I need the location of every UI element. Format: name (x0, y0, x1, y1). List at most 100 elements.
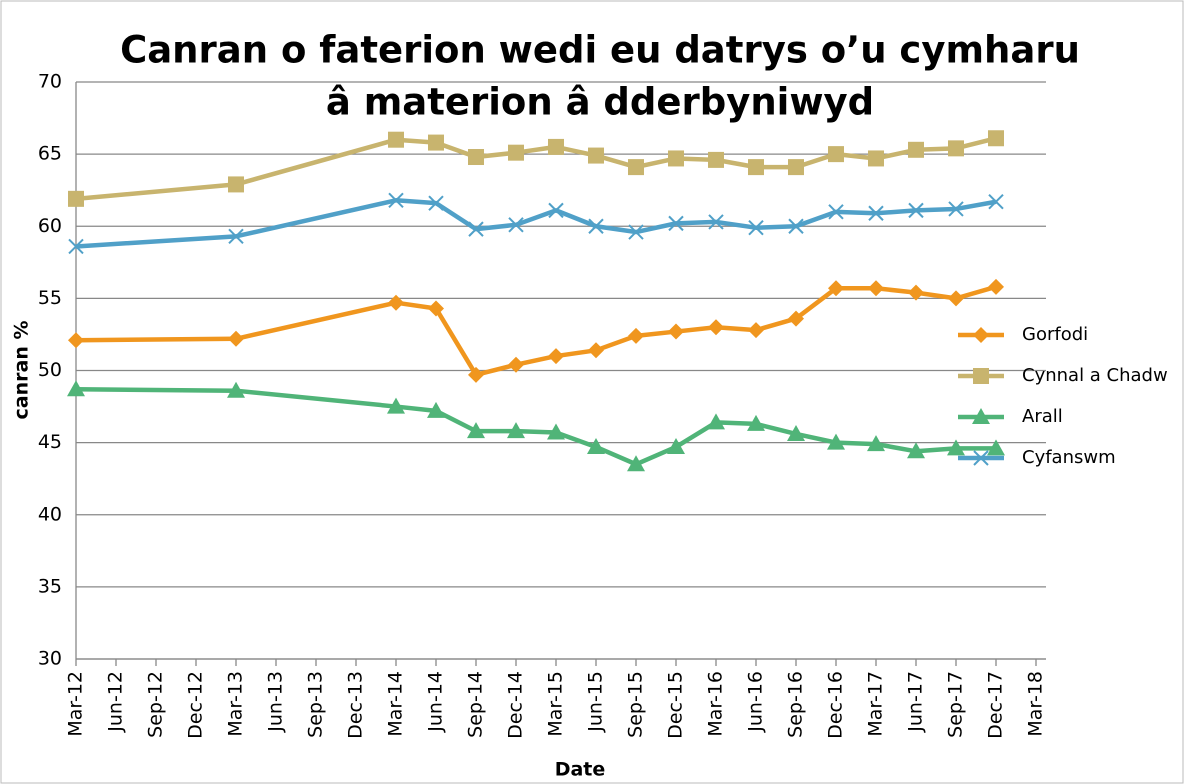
marker-stroke (748, 219, 764, 236)
marker-stroke (468, 221, 484, 237)
data-point (828, 146, 844, 163)
x-tick-label: Sep-12 (145, 671, 167, 738)
data-point (988, 130, 1004, 147)
x-tick-label: Sep-16 (785, 671, 807, 738)
marker-stroke (668, 215, 684, 232)
x-tick-label: Mar-12 (65, 671, 87, 737)
legend-label: Gorfodi (1022, 324, 1088, 345)
legend-label: Arall (1022, 406, 1063, 427)
data-point (548, 202, 564, 219)
data-point (708, 319, 724, 336)
data-point (628, 327, 644, 344)
x-tick-label: Dec-13 (345, 671, 367, 739)
data-point (867, 435, 885, 452)
data-point (668, 215, 684, 232)
data-point (467, 422, 485, 439)
x-tick-label: Dec-17 (985, 671, 1007, 739)
x-tick-label: Mar-13 (225, 671, 247, 737)
x-tick-label: Sep-17 (945, 671, 967, 738)
y-tick-label: 45 (38, 431, 62, 453)
data-point (827, 433, 845, 450)
data-point (508, 144, 524, 161)
marker-stroke (908, 202, 924, 219)
marker-stroke (828, 204, 844, 220)
data-point (628, 159, 644, 176)
y-tick-label: 40 (38, 503, 62, 525)
data-point (627, 455, 645, 472)
x-tick-label: Dec-14 (505, 671, 527, 739)
legend-label: Cyfanswm (1022, 447, 1116, 468)
data-point (947, 439, 965, 456)
data-point (708, 214, 724, 230)
data-point (868, 205, 884, 221)
data-point (788, 159, 804, 176)
x-tick-label: Jun-15 (585, 671, 607, 733)
data-point (788, 218, 804, 234)
data-point (547, 423, 565, 440)
x-tick-label: Dec-15 (665, 671, 687, 739)
data-point (828, 280, 844, 297)
data-point (588, 342, 604, 359)
data-point (468, 221, 484, 237)
x-tick-label: Jun-17 (905, 671, 927, 733)
y-tick-label: 50 (38, 359, 62, 381)
data-point (428, 195, 444, 211)
x-tick-label: Jun-13 (265, 671, 287, 733)
data-point (628, 224, 644, 240)
legend-marker (973, 368, 989, 384)
legend-marker (973, 450, 989, 466)
marker-stroke (988, 194, 1004, 210)
data-point (788, 310, 804, 327)
marker-stroke (708, 214, 724, 230)
chart-title: Canran o faterion wedi eu datrys o’u cym… (120, 29, 1080, 72)
x-tick-label: Mar-18 (1025, 671, 1047, 737)
marker-stroke (868, 205, 884, 221)
data-point (868, 280, 884, 297)
series-line (75, 387, 996, 467)
x-tick-label: Jun-16 (745, 671, 767, 733)
data-point (388, 192, 404, 208)
data-point (908, 202, 924, 219)
x-axis-label: Date (555, 759, 606, 781)
data-point (428, 134, 444, 151)
data-point (507, 422, 525, 439)
x-tick-label: Mar-15 (545, 671, 567, 737)
data-point (748, 159, 764, 176)
data-point (548, 348, 564, 365)
marker-stroke (228, 228, 244, 245)
y-axis-label: canran % (11, 321, 33, 420)
data-point (668, 323, 684, 340)
data-point (468, 149, 484, 166)
data-point (988, 278, 1004, 295)
data-point (908, 141, 924, 158)
data-point (668, 150, 684, 167)
data-point (708, 151, 724, 168)
data-point (588, 218, 604, 234)
data-point (68, 238, 84, 255)
data-point (748, 322, 764, 339)
marker-stroke (388, 192, 404, 208)
data-point (508, 217, 524, 233)
y-tick-label: 65 (38, 143, 62, 165)
data-point (948, 290, 964, 307)
marker-stroke (788, 218, 804, 234)
data-point (787, 424, 805, 441)
marker-stroke (628, 224, 644, 240)
data-point (428, 300, 444, 317)
chart-title: â materion â dderbyniwyd (326, 81, 874, 124)
y-tick-label: 30 (38, 648, 62, 670)
data-point (387, 397, 405, 414)
y-tick-label: 60 (38, 215, 62, 237)
x-tick-label: Sep-14 (465, 671, 487, 738)
x-tick-label: Mar-17 (865, 671, 887, 737)
x-tick-label: Sep-13 (305, 671, 327, 738)
data-point (667, 437, 685, 454)
data-point (388, 131, 404, 148)
x-tick-label: Dec-16 (825, 671, 847, 739)
data-point (587, 437, 605, 454)
legend-label: Cynnal a Chadw (1022, 365, 1168, 386)
data-point (748, 219, 764, 236)
marker-stroke (948, 201, 964, 217)
data-point (987, 439, 1005, 456)
y-tick-label: 70 (38, 71, 62, 93)
